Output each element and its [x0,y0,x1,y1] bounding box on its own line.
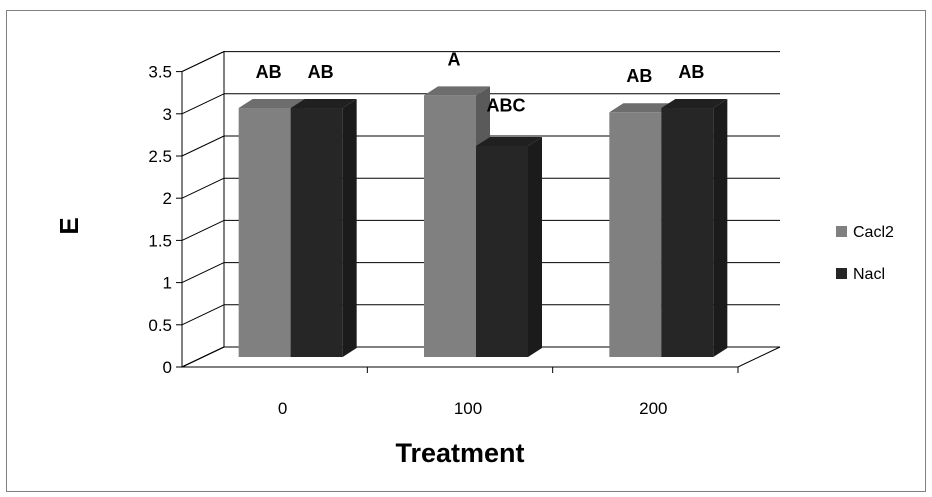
y-tick-label: 3.5 [148,63,172,82]
bar-front [609,112,662,358]
y-tick-label: 2 [163,189,172,208]
gridline-side [181,346,225,368]
y-tick-label: 3 [163,105,172,124]
legend-swatch-cacl2 [836,226,847,237]
bar-front [238,108,291,358]
legend-swatch-nacl [836,268,847,279]
side-wall [181,50,225,368]
gridline-side [181,51,225,73]
data-label: AB [626,66,652,86]
legend-label-cacl2: Cacl2 [853,224,894,241]
data-labels: AB AB A ABC AB AB [256,49,705,115]
data-label: AB [308,62,334,82]
data-label: ABC [487,95,526,115]
bar-front [290,108,343,358]
bar-top [476,137,542,146]
x-tick-label: 200 [639,399,667,418]
gridline-side [181,262,225,284]
bar-side [713,99,728,358]
gridline-side [181,304,225,326]
bar-side [342,99,357,358]
bar-front [476,146,528,357]
bar-top [290,99,357,109]
data-label: AB [256,62,282,82]
legend: Cacl2 Nacl [836,224,894,283]
bar-nacl-0 [290,99,357,358]
y-tick-label: 1 [163,274,172,293]
bar-front [661,108,714,358]
data-label: A [448,49,461,69]
bar-top [424,86,490,96]
bars [238,86,728,358]
tick-labels: 0 0.5 1 1.5 2 2.5 3 3.5 0 100 200 [148,63,667,418]
bar-top [238,99,305,109]
data-label: AB [678,62,704,82]
y-axis-title: E [54,217,84,234]
bar-nacl-100 [476,137,542,357]
x-axis-title: Treatment [395,438,524,468]
y-tick-label: 0 [163,358,172,377]
bar-top [609,103,676,113]
gridline-side [181,219,225,241]
bar-nacl-200 [661,99,728,358]
bar-front [424,95,476,358]
bar-top [661,99,728,109]
x-tick-label: 0 [278,399,287,418]
gridline-side [181,135,225,157]
gridline-side [181,93,225,115]
y-tick-label: 0.5 [148,316,172,335]
gridline-side [181,177,225,199]
legend-label-nacl: Nacl [853,266,885,283]
y-tick-label: 1.5 [148,231,172,250]
bar-side [528,137,542,357]
x-tick-label: 100 [454,399,482,418]
y-tick-label: 2.5 [148,147,172,166]
axes [176,71,739,373]
